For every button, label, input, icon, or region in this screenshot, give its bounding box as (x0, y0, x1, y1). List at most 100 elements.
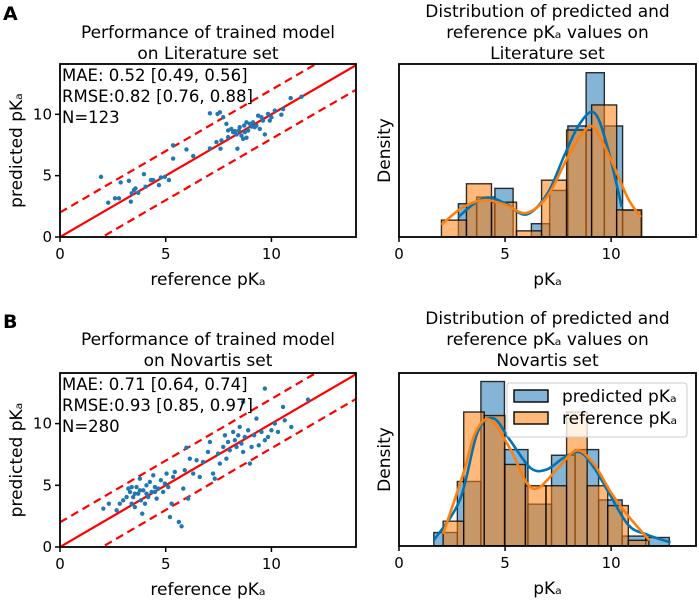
data-point (128, 199, 134, 204)
data-point (207, 146, 213, 151)
error-band-line (60, 64, 319, 214)
axes-frame (59, 372, 357, 548)
data-point (160, 489, 166, 495)
x-axis-label: pKₐ (533, 270, 562, 290)
data-point (280, 106, 286, 112)
y-axis-label: predicted pKₐ (7, 403, 27, 518)
data-point (114, 508, 119, 513)
chart-title-line: on Novartis set (144, 351, 273, 371)
data-point (151, 177, 156, 183)
legend-frame (506, 382, 688, 438)
data-point (219, 138, 224, 143)
data-point (137, 476, 143, 481)
kde-curve (432, 416, 671, 544)
data-point (227, 448, 232, 453)
data-point (260, 118, 266, 123)
data-point (237, 424, 242, 430)
data-point (184, 147, 189, 152)
data-point (170, 156, 176, 161)
data-point (143, 184, 148, 189)
chart-title-line: on Literature set (137, 44, 279, 64)
data-point (116, 196, 122, 201)
data-point (191, 471, 196, 476)
data-point (230, 130, 236, 135)
data-point (262, 438, 268, 443)
histogram-bar (545, 485, 568, 546)
data-point (140, 511, 145, 516)
chart-title-line: Performance of trained model (81, 330, 335, 350)
data-point (267, 118, 272, 123)
x-tick-label: 5 (500, 554, 510, 572)
data-point (225, 134, 231, 140)
data-point (250, 120, 256, 125)
identity-line (60, 64, 356, 237)
histogram-bar (565, 129, 593, 237)
data-point (257, 126, 262, 132)
data-point (138, 498, 144, 503)
data-point (124, 494, 129, 500)
chart-title-line: reference pKₐ values on (446, 330, 648, 350)
data-point (225, 128, 231, 133)
data-point (176, 519, 182, 525)
chart-title-line: Novartis set (496, 351, 599, 371)
stats-text: RMSE:0.82 [0.76, 0.88] (62, 87, 253, 106)
y-tick-label: 0 (42, 538, 52, 556)
data-point (149, 489, 154, 495)
x-tick-label: 0 (55, 555, 65, 573)
plot-area (60, 64, 356, 237)
data-point (118, 180, 123, 185)
data-point (133, 186, 138, 191)
y-axis-label: Density (375, 118, 395, 183)
error-band-line (100, 88, 356, 237)
data-point (101, 506, 106, 511)
data-point (262, 386, 268, 391)
data-point (215, 451, 221, 456)
data-point (142, 501, 148, 506)
data-point (225, 439, 231, 445)
chart-title-line: Distribution of predicted and (425, 309, 669, 329)
data-point (265, 434, 271, 440)
data-point (166, 177, 172, 183)
data-point (305, 397, 311, 402)
data-point (169, 501, 174, 506)
data-point (200, 459, 206, 465)
data-point (221, 115, 226, 120)
data-point (217, 110, 223, 115)
histogram-bar (465, 183, 493, 237)
y-tick-label: 10 (33, 415, 52, 433)
axes-frame (59, 63, 357, 238)
data-point (106, 200, 111, 205)
data-point (217, 461, 223, 466)
plot-area (440, 72, 643, 237)
chart-title-line: Literature set (490, 44, 605, 64)
data-point (129, 191, 134, 196)
x-axis-label: reference pKₐ (150, 270, 265, 290)
y-axis-label: predicted pKₐ (7, 93, 27, 208)
x-axis-label: reference pKₐ (150, 580, 265, 600)
data-point (162, 481, 168, 486)
data-point (245, 128, 251, 133)
data-point (151, 473, 156, 478)
data-point (259, 115, 264, 120)
data-point (137, 488, 143, 493)
x-tick-label: 5 (500, 245, 510, 263)
data-point (147, 479, 153, 485)
data-point (254, 123, 259, 128)
data-point (132, 491, 138, 496)
data-point (279, 112, 284, 117)
data-point (242, 130, 247, 135)
data-point (205, 449, 211, 455)
data-point (239, 441, 244, 446)
data-point (251, 433, 257, 438)
data-point (269, 428, 274, 433)
data-point (156, 182, 162, 188)
legend-label: reference pKₐ (562, 409, 677, 429)
data-point (272, 421, 278, 426)
data-point (154, 496, 159, 501)
data-point (214, 139, 219, 145)
y-tick-label: 0 (42, 228, 52, 246)
data-point (272, 108, 278, 113)
data-point (242, 434, 247, 440)
